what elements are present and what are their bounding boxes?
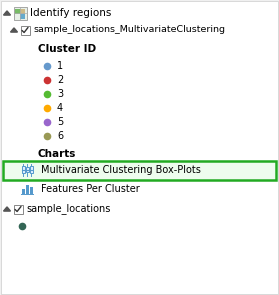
Bar — [22, 189, 25, 194]
Text: 5: 5 — [57, 117, 63, 127]
Text: sample_locations_MultivariateClustering: sample_locations_MultivariateClustering — [33, 25, 225, 35]
Text: 6: 6 — [57, 131, 63, 141]
Text: 3: 3 — [57, 89, 63, 99]
Text: Cluster ID: Cluster ID — [38, 44, 96, 54]
Bar — [26, 185, 29, 194]
Text: 2: 2 — [57, 75, 63, 85]
Polygon shape — [4, 207, 11, 211]
Text: Multivariate Clustering Box-Plots: Multivariate Clustering Box-Plots — [41, 165, 201, 175]
Bar — [13, 204, 23, 214]
Polygon shape — [4, 11, 11, 15]
Bar — [13, 6, 27, 19]
Bar — [26, 166, 29, 172]
Text: 1: 1 — [57, 61, 63, 71]
Polygon shape — [11, 28, 18, 32]
Bar — [30, 187, 33, 194]
Text: Charts: Charts — [38, 149, 76, 159]
Text: sample_locations: sample_locations — [26, 204, 110, 214]
Bar — [20, 14, 25, 19]
Text: Identify regions: Identify regions — [30, 8, 111, 18]
FancyBboxPatch shape — [3, 161, 276, 180]
Text: 4: 4 — [57, 103, 63, 113]
Bar — [30, 166, 33, 173]
Bar — [15, 9, 20, 14]
Bar — [20, 9, 25, 14]
Bar — [22, 166, 25, 173]
Bar — [20, 25, 30, 35]
Text: Features Per Cluster: Features Per Cluster — [41, 184, 140, 194]
